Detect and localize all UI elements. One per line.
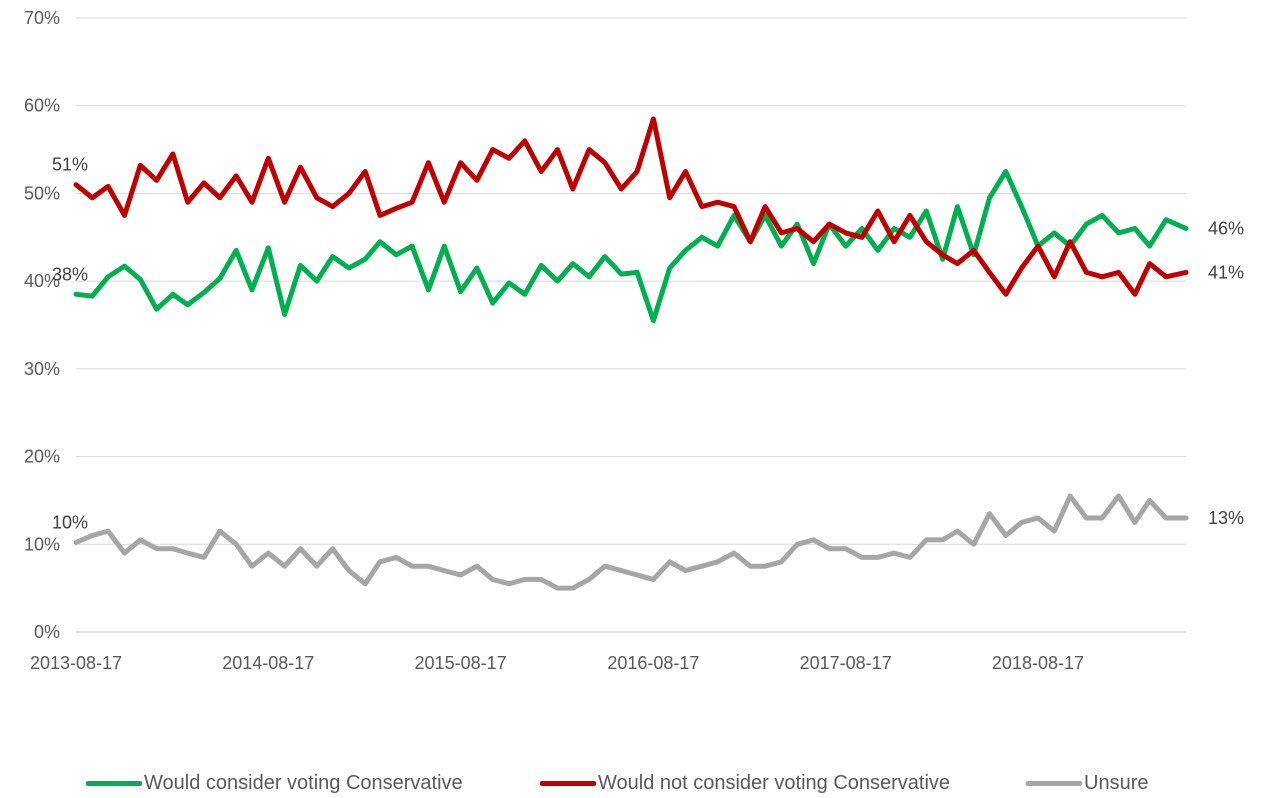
legend-item-not-consider: Would not consider voting Conservative xyxy=(540,772,950,795)
series-end-label-not-consider: 41% xyxy=(1208,262,1244,282)
legend-swatch-unsure xyxy=(1026,781,1082,786)
y-tick-label: 0% xyxy=(34,622,60,642)
x-tick-label: 2017-08-17 xyxy=(800,653,892,673)
series-start-label-unsure: 10% xyxy=(52,513,88,533)
series-end-label-unsure: 13% xyxy=(1208,508,1244,528)
x-tick-label: 2016-08-17 xyxy=(607,653,699,673)
legend-swatch-consider xyxy=(86,781,142,786)
x-tick-label: 2013-08-17 xyxy=(30,653,122,673)
series-start-label-not-consider: 51% xyxy=(52,155,88,175)
legend-label-not-consider: Would not consider voting Conservative xyxy=(598,772,951,794)
y-tick-label: 30% xyxy=(24,359,60,379)
legend: Would consider voting Conservative Would… xyxy=(0,770,1267,798)
series-lines xyxy=(73,116,1189,591)
x-tick-label: 2015-08-17 xyxy=(415,653,507,673)
y-tick-label: 50% xyxy=(24,183,60,203)
y-tick-label: 10% xyxy=(24,534,60,554)
y-tick-label: 60% xyxy=(24,96,60,116)
legend-swatch-not-consider xyxy=(540,781,596,786)
x-axis-ticks: 2013-08-17 2014-08-17 2015-08-17 2016-08-17… xyxy=(30,653,1084,673)
series-end-label-consider: 46% xyxy=(1208,219,1244,239)
series-line-consider xyxy=(73,169,1189,324)
x-tick-label: 2018-08-17 xyxy=(992,653,1084,673)
y-axis-ticks: 0% 10% 20% 30% 40% 50% 60% 70% xyxy=(24,8,60,642)
legend-item-unsure: Unsure xyxy=(1026,772,1148,795)
y-tick-label: 40% xyxy=(24,271,60,291)
legend-label-unsure: Unsure xyxy=(1084,772,1149,794)
line-chart: 0% 10% 20% 30% 40% 50% 60% 70% 2013-08-17 2014-0… xyxy=(24,8,1244,673)
series-start-label-consider: 38% xyxy=(52,264,88,284)
series-line-unsure xyxy=(73,493,1189,591)
y-tick-label: 20% xyxy=(24,447,60,467)
y-tick-label: 70% xyxy=(24,8,60,28)
series-end-labels: 38% 46% 51% 41% 10% 13% xyxy=(52,155,1244,533)
series-line-not-consider xyxy=(73,116,1189,297)
legend-label-consider: Would consider voting Conservative xyxy=(144,772,463,794)
legend-item-consider: Would consider voting Conservative xyxy=(86,772,463,795)
gridlines xyxy=(76,17,1186,633)
x-tick-label: 2014-08-17 xyxy=(222,653,314,673)
